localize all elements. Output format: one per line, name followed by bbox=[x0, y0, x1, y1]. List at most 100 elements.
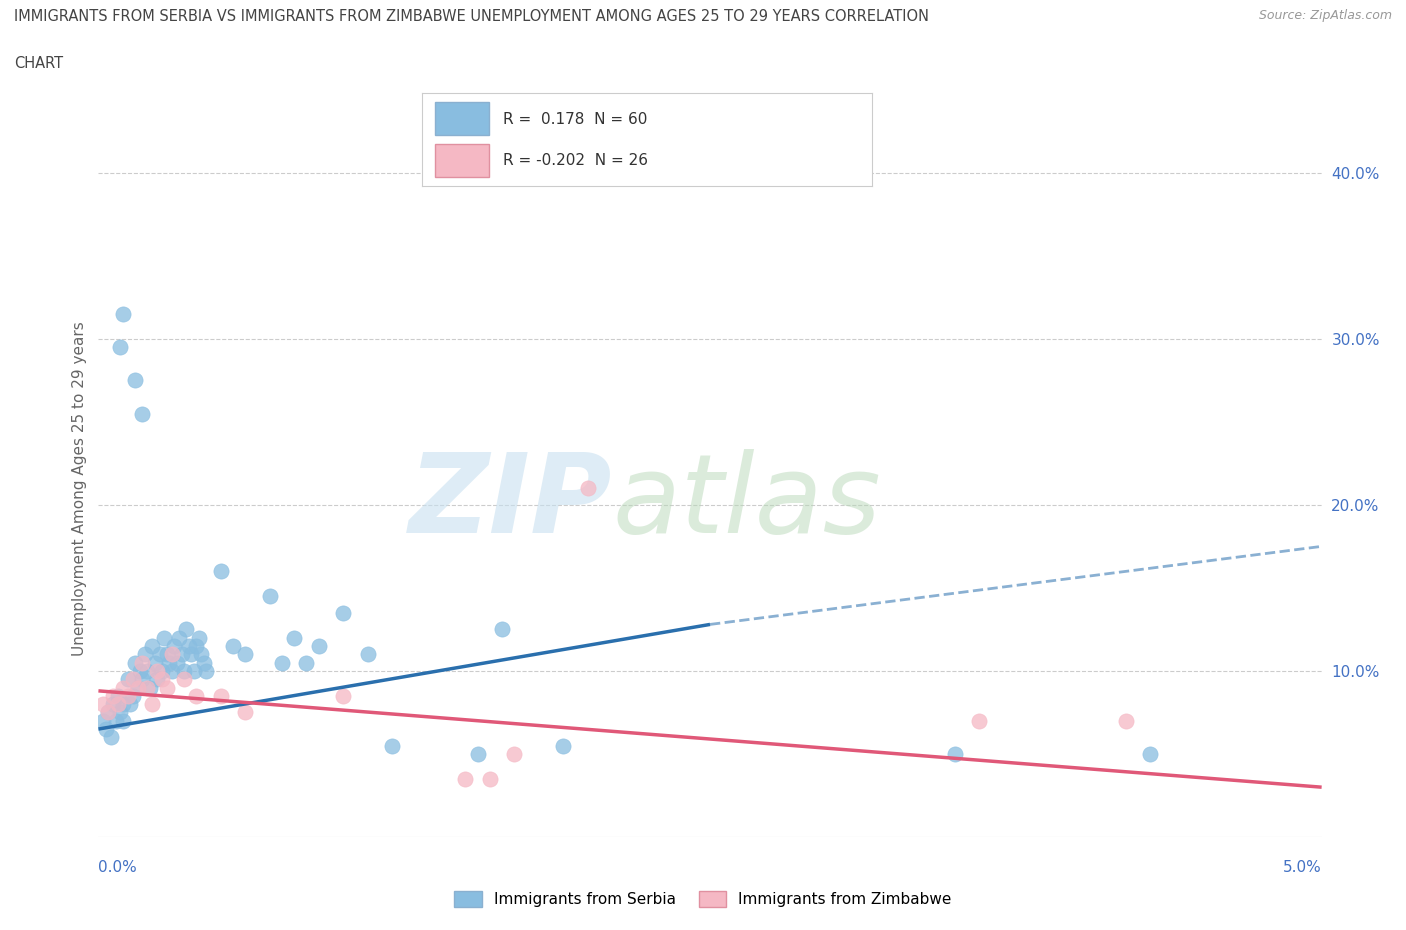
Point bbox=[170, 647, 193, 662]
Point bbox=[117, 688, 139, 703]
Point bbox=[454, 772, 477, 787]
Point bbox=[190, 647, 212, 662]
Point bbox=[283, 631, 305, 645]
Point bbox=[153, 631, 176, 645]
Point bbox=[356, 647, 378, 662]
Point bbox=[134, 647, 156, 662]
Point bbox=[308, 639, 330, 654]
Point bbox=[270, 656, 294, 671]
Point bbox=[1115, 713, 1137, 728]
Point bbox=[143, 656, 166, 671]
Point bbox=[553, 738, 575, 753]
Text: 0.0%: 0.0% bbox=[98, 860, 138, 875]
Point bbox=[136, 663, 159, 678]
Point bbox=[91, 697, 114, 711]
Point bbox=[163, 639, 186, 654]
Text: R =  0.178  N = 60: R = 0.178 N = 60 bbox=[503, 112, 647, 126]
Point bbox=[124, 656, 146, 671]
Point bbox=[176, 622, 198, 637]
Point bbox=[576, 481, 599, 496]
Point bbox=[222, 639, 245, 654]
Point bbox=[91, 713, 114, 728]
Point bbox=[110, 705, 132, 720]
Y-axis label: Unemployment Among Ages 25 to 29 years: Unemployment Among Ages 25 to 29 years bbox=[72, 321, 87, 656]
Point bbox=[146, 663, 169, 678]
Point bbox=[1139, 747, 1161, 762]
Text: R = -0.202  N = 26: R = -0.202 N = 26 bbox=[503, 153, 648, 168]
Point bbox=[156, 647, 179, 662]
Point bbox=[209, 564, 232, 578]
Point bbox=[186, 639, 208, 654]
Point bbox=[150, 671, 173, 686]
Point bbox=[139, 680, 162, 695]
Point bbox=[97, 705, 120, 720]
Point bbox=[124, 373, 146, 388]
Text: atlas: atlas bbox=[612, 448, 880, 556]
Point bbox=[478, 772, 501, 787]
Point bbox=[107, 688, 129, 703]
Text: IMMIGRANTS FROM SERBIA VS IMMIGRANTS FROM ZIMBABWE UNEMPLOYMENT AMONG AGES 25 TO: IMMIGRANTS FROM SERBIA VS IMMIGRANTS FRO… bbox=[14, 9, 929, 24]
Point bbox=[141, 697, 163, 711]
Point bbox=[149, 647, 172, 662]
Point bbox=[156, 680, 179, 695]
Point bbox=[101, 697, 124, 711]
Text: 5.0%: 5.0% bbox=[1282, 860, 1322, 875]
Point bbox=[111, 307, 134, 322]
Point bbox=[107, 697, 129, 711]
Point bbox=[121, 671, 143, 686]
Point bbox=[141, 639, 163, 654]
Point bbox=[187, 631, 209, 645]
Point bbox=[381, 738, 404, 753]
Text: CHART: CHART bbox=[14, 56, 63, 71]
Point bbox=[503, 747, 526, 762]
Point bbox=[129, 663, 152, 678]
Point bbox=[259, 589, 281, 604]
Point bbox=[233, 647, 256, 662]
Point bbox=[131, 406, 153, 421]
Point bbox=[173, 663, 195, 678]
Point bbox=[100, 730, 122, 745]
Point bbox=[332, 688, 354, 703]
Legend: Immigrants from Serbia, Immigrants from Zimbabwe: Immigrants from Serbia, Immigrants from … bbox=[449, 884, 957, 913]
Point bbox=[146, 671, 169, 686]
Point bbox=[209, 688, 232, 703]
Point bbox=[97, 705, 120, 720]
Point bbox=[157, 656, 180, 671]
Point bbox=[131, 656, 153, 671]
Point bbox=[180, 647, 202, 662]
Text: Source: ZipAtlas.com: Source: ZipAtlas.com bbox=[1258, 9, 1392, 22]
Point bbox=[183, 663, 205, 678]
Point bbox=[186, 688, 208, 703]
Text: ZIP: ZIP bbox=[409, 448, 612, 556]
Point bbox=[295, 656, 318, 671]
FancyBboxPatch shape bbox=[436, 102, 489, 135]
Point bbox=[136, 680, 159, 695]
Point bbox=[150, 663, 173, 678]
Point bbox=[117, 671, 139, 686]
Point bbox=[193, 656, 215, 671]
Point bbox=[160, 663, 183, 678]
Point bbox=[111, 713, 134, 728]
Point bbox=[467, 747, 489, 762]
Point bbox=[120, 697, 142, 711]
Point bbox=[195, 663, 218, 678]
Point bbox=[173, 671, 195, 686]
Point bbox=[94, 722, 117, 737]
Point bbox=[491, 622, 513, 637]
Point bbox=[111, 680, 134, 695]
Point bbox=[127, 680, 149, 695]
Point bbox=[943, 747, 966, 762]
Point bbox=[121, 688, 143, 703]
Point bbox=[101, 688, 124, 703]
FancyBboxPatch shape bbox=[436, 144, 489, 177]
Point bbox=[104, 713, 127, 728]
Point bbox=[177, 639, 200, 654]
Point bbox=[332, 605, 354, 620]
Point bbox=[160, 647, 183, 662]
Point bbox=[233, 705, 256, 720]
Point bbox=[127, 680, 149, 695]
Point bbox=[967, 713, 990, 728]
Point bbox=[166, 656, 188, 671]
Point bbox=[111, 697, 134, 711]
Point bbox=[110, 339, 132, 354]
